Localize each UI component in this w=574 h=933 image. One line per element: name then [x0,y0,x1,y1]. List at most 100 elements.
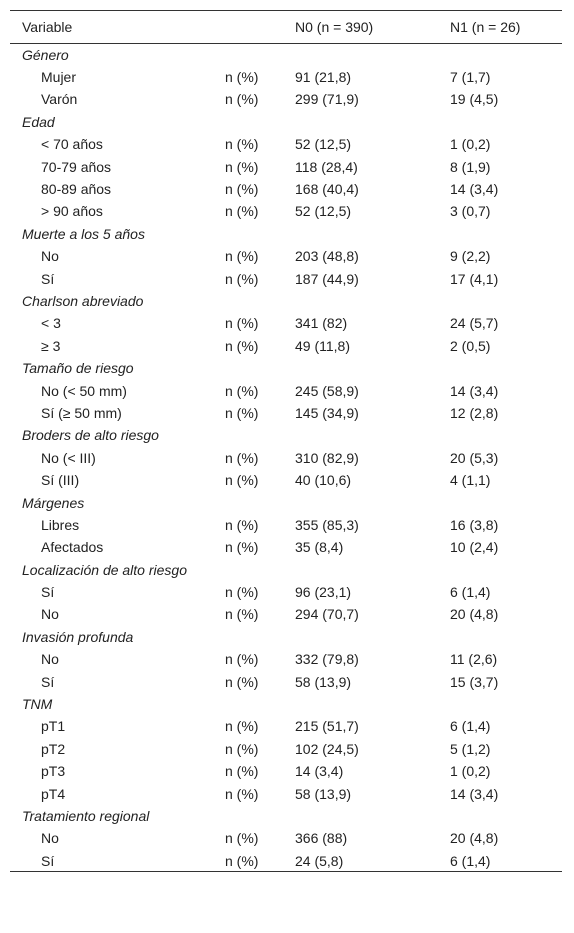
row-label: Sí [41,584,55,601]
row-label: 70-79 años [41,158,112,175]
group-title: TNM [22,696,53,713]
data-row: Sí (III) n (%) 40 (10,6) 4 (1,1) [10,469,562,491]
cell: 35 (8,4) [295,539,344,556]
row-label: Sí [41,673,55,690]
cell: 16 (3,8) [450,516,499,533]
group-row: Edad [10,111,562,133]
cell: 215 (51,7) [295,718,359,735]
data-row: Sí (≥ 50 mm) n (%) 145 (34,9) 12 (2,8) [10,402,562,424]
data-row: pT4 n (%) 58 (13,9) 14 (3,4) [10,782,562,804]
data-row: No n (%) 203 (48,8) 9 (2,2) [10,245,562,267]
header-cell: Variable [22,19,73,35]
cell: 8 (1,9) [450,158,491,175]
cell: n (%) [225,69,259,86]
cell: n (%) [225,651,259,668]
cell: 203 (48,8) [295,248,359,265]
cell: 245 (58,9) [295,382,359,399]
row-label: Libres [41,516,80,533]
row-label: < 3 [41,315,61,332]
cell: 24 (5,7) [450,315,499,332]
row-label: Sí (≥ 50 mm) [41,404,122,421]
cell: 366 (88) [295,830,348,847]
cell: n (%) [225,158,259,175]
group-title: Broders de alto riesgo [22,427,159,444]
row-label: < 70 años [41,136,103,153]
row-label: No [41,651,59,668]
data-row: < 3 n (%) 341 (82) 24 (5,7) [10,312,562,334]
cell: n (%) [225,516,259,533]
cell: 294 (70,7) [295,606,359,623]
cell: 20 (4,8) [450,830,499,847]
data-row: ≥ 3 n (%) 49 (11,8) 2 (0,5) [10,335,562,357]
cell: 14 (3,4) [450,181,499,198]
cell: 7 (1,7) [450,69,491,86]
group-row: TNM [10,693,562,715]
group-title: Edad [22,113,55,130]
group-title: Invasión profunda [22,628,134,645]
cell: 310 (82,9) [295,449,359,466]
cell: 168 (40,4) [295,181,359,198]
table-wrap: Variable N0 (n = 390) N1 (n = 26) Género… [10,10,562,872]
group-row: Charlson abreviado [10,290,562,312]
table-header: Variable N0 (n = 390) N1 (n = 26) [10,10,562,44]
cell: 14 (3,4) [295,763,344,780]
cell: n (%) [225,181,259,198]
group-title: Charlson abreviado [22,292,144,309]
data-row: Sí n (%) 187 (44,9) 17 (4,1) [10,267,562,289]
cell: 6 (1,4) [450,718,491,735]
cell: n (%) [225,472,259,489]
data-row: pT1 n (%) 215 (51,7) 6 (1,4) [10,715,562,737]
cell: n (%) [225,136,259,153]
data-row: 70-79 años n (%) 118 (28,4) 8 (1,9) [10,155,562,177]
row-label: Afectados [41,539,104,556]
data-row: No n (%) 366 (88) 20 (4,8) [10,827,562,849]
cell: 12 (2,8) [450,404,499,421]
group-row: Invasión profunda [10,626,562,648]
cell: n (%) [225,830,259,847]
cell: n (%) [225,740,259,757]
data-row: No n (%) 294 (70,7) 20 (4,8) [10,603,562,625]
header-cell [225,11,295,44]
cell: 24 (5,8) [295,852,344,869]
cell: 58 (13,9) [295,785,352,802]
cell: 118 (28,4) [295,158,358,175]
group-title: Muerte a los 5 años [22,225,145,242]
cell: 15 (3,7) [450,673,499,690]
data-row: pT2 n (%) 102 (24,5) 5 (1,2) [10,738,562,760]
group-row: Broders de alto riesgo [10,424,562,446]
cell: n (%) [225,270,259,287]
cell: 145 (34,9) [295,404,359,421]
row-label: pT4 [41,785,66,802]
cell: 14 (3,4) [450,382,499,399]
data-row: No (< 50 mm) n (%) 245 (58,9) 14 (3,4) [10,379,562,401]
cell: n (%) [225,404,259,421]
cell: 5 (1,2) [450,740,491,757]
cell: 299 (71,9) [295,91,359,108]
group-row: Muerte a los 5 años [10,223,562,245]
cell: 187 (44,9) [295,270,359,287]
cell: 2 (0,5) [450,337,491,354]
group-title: Localización de alto riesgo [22,561,187,578]
row-label: Varón [41,91,78,108]
cell: n (%) [225,449,259,466]
data-row: < 70 años n (%) 52 (12,5) 1 (0,2) [10,133,562,155]
cell: 91 (21,8) [295,69,352,86]
cell: 96 (23,1) [295,584,352,601]
data-row: Mujer n (%) 91 (21,8) 7 (1,7) [10,66,562,88]
data-row: > 90 años n (%) 52 (12,5) 3 (0,7) [10,200,562,222]
group-row: Tamaño de riesgo [10,357,562,379]
cell: 58 (13,9) [295,673,352,690]
row-label: 80-89 años [41,181,112,198]
data-row: Varón n (%) 299 (71,9) 19 (4,5) [10,88,562,110]
row-label: Sí [41,852,55,869]
cell: 6 (1,4) [450,852,491,869]
data-row: No n (%) 332 (79,8) 11 (2,6) [10,648,562,670]
data-row: No (< III) n (%) 310 (82,9) 20 (5,3) [10,447,562,469]
cell: n (%) [225,606,259,623]
cell: n (%) [225,673,259,690]
row-label: Sí (III) [41,472,80,489]
row-label: No (< III) [41,449,96,466]
cell: n (%) [225,248,259,265]
cell: 3 (0,7) [450,203,491,220]
cell: n (%) [225,337,259,354]
